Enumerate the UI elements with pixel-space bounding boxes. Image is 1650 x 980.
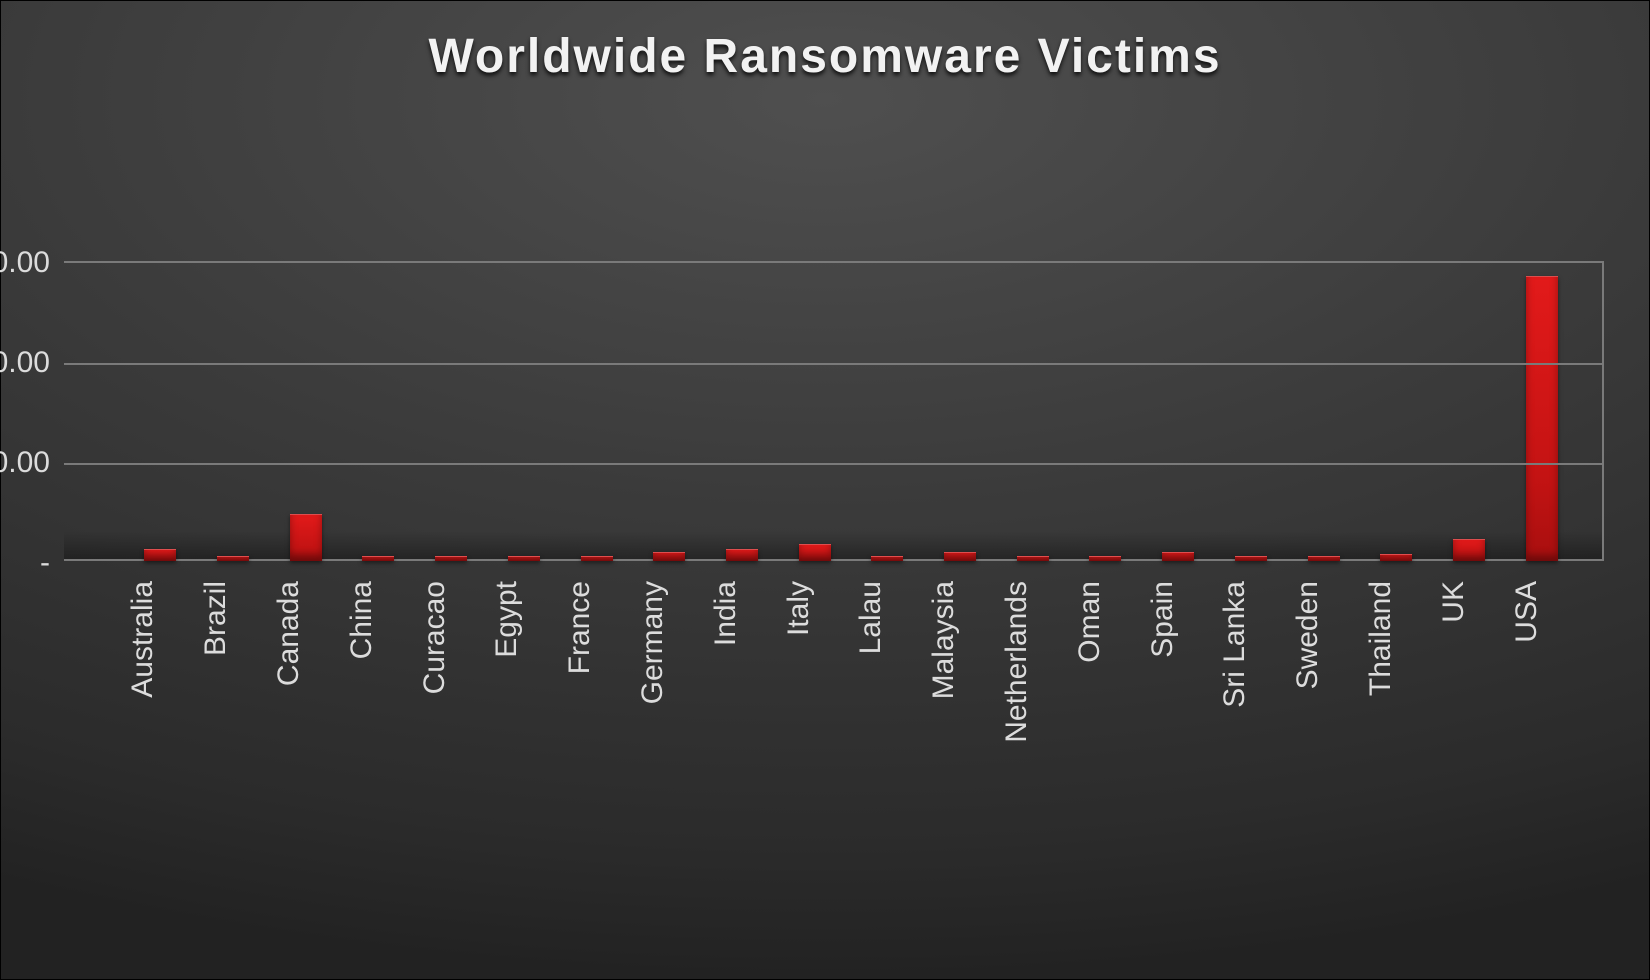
bar-slot: [924, 263, 997, 561]
bar: [1017, 556, 1049, 561]
bar-slot: [197, 263, 270, 561]
bar: [871, 556, 903, 561]
bar: [290, 514, 322, 562]
x-label-slot: Malaysia: [925, 581, 998, 582]
x-label-slot: Germany: [634, 581, 707, 582]
x-label-slot: Sweden: [1289, 581, 1362, 582]
chart-title-wrap: Worldwide Ransomware Victims: [1, 29, 1649, 84]
bar: [144, 549, 176, 562]
y-tick-label: -: [0, 546, 64, 580]
x-label-slot: Thailand: [1362, 581, 1435, 582]
chart-title: Worldwide Ransomware Victims: [428, 29, 1221, 84]
bar: [1235, 556, 1267, 561]
x-label-slot: Spain: [1143, 581, 1216, 582]
x-label-slot: Canada: [270, 581, 343, 582]
x-label-slot: Italy: [779, 581, 852, 582]
bar-slot: [633, 263, 706, 561]
bars-container: [124, 263, 1578, 561]
bar: [508, 556, 540, 561]
bar-slot: [706, 263, 779, 561]
bar: [653, 552, 685, 561]
bar-slot: [1505, 263, 1578, 561]
plot-area: -20.0040.0060.00: [64, 261, 1604, 561]
x-label-slot: India: [706, 581, 779, 582]
x-label-slot: Sri Lanka: [1216, 581, 1289, 582]
x-label-slot: UK: [1434, 581, 1507, 582]
bar: [1308, 556, 1340, 561]
gridline: [64, 463, 1602, 465]
y-tick-label: 20.00: [0, 446, 64, 480]
bar-slot: [415, 263, 488, 561]
bar: [944, 552, 976, 561]
y-tick-label: 40.00: [0, 346, 64, 380]
x-label-slot: Curacao: [415, 581, 488, 582]
x-label-slot: Brazil: [197, 581, 270, 582]
x-label-slot: France: [561, 581, 634, 582]
x-label-slot: Netherlands: [998, 581, 1071, 582]
bar-slot: [1360, 263, 1433, 561]
x-label-slot: Australia: [124, 581, 197, 582]
gridline: [64, 363, 1602, 365]
bar: [1162, 552, 1194, 561]
bar: [726, 549, 758, 562]
y-tick-label: 60.00: [0, 246, 64, 280]
x-label-slot: Lalau: [852, 581, 925, 582]
bar: [1089, 556, 1121, 561]
bar: [799, 544, 831, 562]
bar-slot: [488, 263, 561, 561]
bar: [362, 556, 394, 561]
chart-panel: Worldwide Ransomware Victims -20.0040.00…: [0, 0, 1650, 980]
bar-slot: [851, 263, 924, 561]
bar-slot: [124, 263, 197, 561]
bar: [1453, 539, 1485, 562]
bar-slot: [1287, 263, 1360, 561]
x-axis-labels: AustraliaBrazilCanadaChinaCuracaoEgyptFr…: [124, 581, 1580, 582]
bar: [435, 556, 467, 561]
bar: [217, 556, 249, 561]
x-label-slot: Oman: [1070, 581, 1143, 582]
bar-slot: [560, 263, 633, 561]
bar: [1380, 554, 1412, 562]
bar-slot: [1215, 263, 1288, 561]
bar-slot: [778, 263, 851, 561]
bar: [581, 556, 613, 561]
x-label-slot: Egypt: [488, 581, 561, 582]
bar-slot: [996, 263, 1069, 561]
x-label-slot: USA: [1507, 581, 1580, 582]
bar-slot: [342, 263, 415, 561]
bar: [1526, 276, 1558, 561]
bar-slot: [1433, 263, 1506, 561]
bar-slot: [269, 263, 342, 561]
bar-slot: [1142, 263, 1215, 561]
bar-slot: [1069, 263, 1142, 561]
x-label-slot: China: [342, 581, 415, 582]
